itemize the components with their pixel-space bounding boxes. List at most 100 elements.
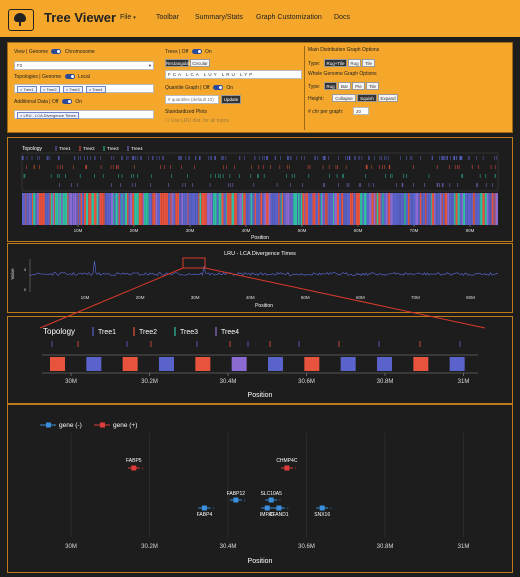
rug-button[interactable]: Rug bbox=[348, 59, 361, 67]
tile-mark bbox=[98, 193, 100, 225]
gene-label: IMPA1 bbox=[260, 512, 275, 518]
topologies-label: Topologies | Genome bbox=[14, 74, 62, 80]
tile-mark bbox=[195, 357, 211, 371]
tile-mark bbox=[415, 193, 419, 225]
x-tick-label: 60M bbox=[354, 228, 363, 233]
tile-mark bbox=[78, 193, 81, 225]
squish-button[interactable]: Squish bbox=[357, 94, 377, 102]
menu-docs[interactable]: Docs bbox=[334, 14, 350, 21]
tile-mark bbox=[351, 193, 354, 225]
tree-labels-field[interactable]: FCA LCA LUY LRU LYP bbox=[165, 70, 302, 79]
menu-toolbar[interactable]: Toolbar bbox=[156, 14, 179, 21]
tile-mark bbox=[274, 193, 277, 225]
genome-rug-tile-chart[interactable]: Topology Tree1 Tree2 Tree3 Tree4 10M 20M 30M 40M… bbox=[8, 138, 512, 241]
rectangular-button[interactable]: Rectangular bbox=[165, 59, 191, 67]
trees-toggle[interactable] bbox=[191, 49, 202, 55]
tile-mark bbox=[493, 193, 495, 225]
quantile-toggle[interactable] bbox=[212, 85, 223, 91]
panel-a: Topology Tree1 Tree2 Tree3 Tree4 10M 20M 30M 40M… bbox=[7, 137, 513, 242]
tile-mark bbox=[74, 193, 77, 225]
tile-mark bbox=[394, 193, 398, 225]
tile-mark bbox=[382, 193, 384, 225]
topology-chip[interactable]: × Tree3 bbox=[62, 86, 83, 93]
update-button[interactable]: Update bbox=[221, 95, 241, 104]
app-title[interactable]: Tree Viewer bbox=[44, 10, 117, 25]
x-tick-label: 20M bbox=[136, 295, 145, 300]
menu-graph-customization[interactable]: Graph Customization bbox=[256, 14, 322, 21]
tile-mark bbox=[353, 193, 356, 225]
legend-entry: Tree4 bbox=[221, 329, 239, 336]
x-tick-label: 30.6M bbox=[298, 544, 315, 550]
quantile-input[interactable] bbox=[165, 95, 219, 104]
tile-mark bbox=[50, 357, 65, 371]
expand-button[interactable]: Expand bbox=[378, 94, 398, 102]
zoom-rug-tile-chart[interactable]: Topology Tree1 Tree2 Tree3 Tree4 30M 30.2M 30.4… bbox=[8, 317, 512, 403]
topology-chip[interactable]: × Tree2 bbox=[39, 86, 60, 93]
collapse-button[interactable]: Collapse bbox=[332, 94, 356, 102]
tile-mark bbox=[231, 357, 247, 371]
menu-file[interactable]: File ▾ bbox=[120, 14, 136, 21]
tile-mark bbox=[433, 193, 436, 225]
tile-mark bbox=[52, 193, 55, 225]
viewer-toggle[interactable] bbox=[51, 49, 62, 55]
gene-label: SLC10A5 bbox=[260, 491, 282, 497]
tile-mark bbox=[268, 357, 283, 371]
x-axis-label: Position bbox=[251, 235, 269, 241]
wg-tile-button[interactable]: Tile bbox=[366, 82, 379, 90]
tile-mark bbox=[36, 193, 39, 225]
tree-logo-icon[interactable] bbox=[8, 9, 34, 31]
tile-mark bbox=[404, 193, 406, 225]
tile-mark bbox=[157, 193, 160, 225]
gene-track-chart[interactable]: gene (-) gene (+)›FABP5›CHMP4C‹FABP12‹SLC… bbox=[8, 405, 512, 572]
tile-mark bbox=[191, 193, 194, 225]
tile-mark bbox=[266, 193, 269, 225]
topology-chip[interactable]: × Tree4 bbox=[85, 86, 106, 93]
additional-data-chip[interactable]: × LRU - LCA Divergence Times bbox=[17, 112, 79, 119]
on-label: On bbox=[205, 49, 212, 55]
divergence-line-chart[interactable]: LRU - LCA Divergence Times Value 0 3 10M 20M 3… bbox=[8, 244, 512, 312]
tile-mark bbox=[93, 193, 97, 225]
tile-mark bbox=[479, 193, 481, 225]
wg-pie-button[interactable]: Pie bbox=[352, 82, 365, 90]
tile-mark bbox=[408, 193, 410, 225]
tile-mark bbox=[252, 193, 255, 225]
tile-mark bbox=[385, 193, 388, 225]
tile-mark bbox=[159, 193, 162, 225]
tile-mark bbox=[383, 193, 386, 225]
x-tick-label: 30.4M bbox=[220, 544, 237, 550]
tile-mark bbox=[35, 193, 37, 225]
wg-rug-button[interactable]: Rug bbox=[324, 82, 337, 90]
chromosome-select[interactable]: F2 ▾ bbox=[14, 61, 154, 70]
gene-label: CHMP4C bbox=[276, 458, 298, 464]
tile-mark bbox=[198, 193, 200, 225]
tile-button[interactable]: Tile bbox=[362, 59, 375, 67]
topology-chip[interactable]: × Tree1 bbox=[17, 86, 37, 93]
tile-mark bbox=[212, 193, 214, 225]
wg-bar-button[interactable]: Bar bbox=[338, 82, 351, 90]
tile-mark bbox=[205, 193, 207, 225]
chr-per-graph-input[interactable] bbox=[353, 107, 369, 115]
topologies-toggle-row: Topologies | Genome Local bbox=[14, 74, 90, 80]
tile-mark bbox=[399, 193, 401, 225]
tile-mark bbox=[115, 193, 118, 225]
tile-mark bbox=[421, 193, 423, 225]
additional-data-toggle[interactable] bbox=[61, 99, 72, 105]
tile-mark bbox=[134, 193, 137, 225]
tile-mark bbox=[344, 193, 346, 225]
tile-mark bbox=[239, 193, 240, 225]
tile-mark bbox=[221, 193, 224, 225]
panel-b: LRU - LCA Divergence Times Value 0 3 10M 20M 3… bbox=[7, 243, 513, 313]
menu-summary-stats[interactable]: Summary/Stats bbox=[195, 14, 243, 21]
rug-tile-button[interactable]: Rug+Tile bbox=[324, 59, 347, 67]
topologies-toggle[interactable] bbox=[64, 74, 75, 80]
additional-data-select[interactable]: × LRU - LCA Divergence Times bbox=[14, 110, 154, 119]
tile-mark bbox=[318, 193, 320, 225]
tile-mark bbox=[431, 193, 434, 225]
y-axis-label: Value bbox=[10, 268, 15, 280]
chr-per-graph-label: # chr per graph: bbox=[308, 109, 344, 115]
topologies-select[interactable]: × Tree1 × Tree2 × Tree3 × Tree4 bbox=[14, 84, 154, 93]
tile-mark bbox=[58, 193, 60, 225]
circular-button[interactable]: Circular bbox=[190, 59, 210, 67]
tile-mark bbox=[418, 193, 420, 225]
tile-mark bbox=[305, 193, 308, 225]
